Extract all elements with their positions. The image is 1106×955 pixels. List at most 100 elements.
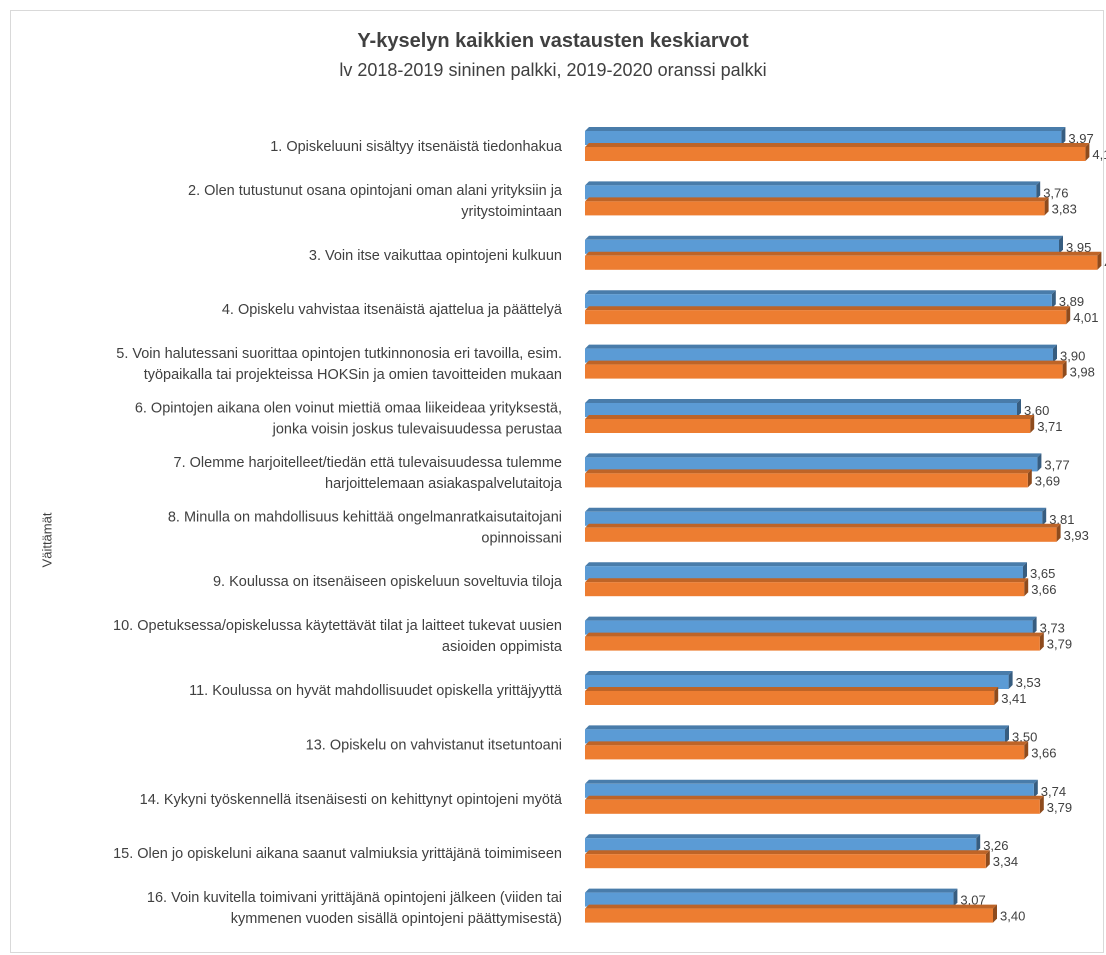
category-label: 14. Kykyni työskennellä itsenäisesti on …: [140, 792, 563, 808]
bar-side-face: [1044, 197, 1049, 216]
category-label: 11. Koulussa on hyvät mahdollisuudet opi…: [189, 683, 563, 699]
bar: [585, 457, 1038, 472]
data-label: 3,66: [1031, 582, 1056, 597]
bar-side-face: [994, 687, 999, 705]
bar-side-face: [1008, 671, 1013, 689]
bar: [585, 473, 1028, 488]
bar-top-face: [585, 888, 958, 893]
category-label: 5. Voin halutessani suorittaa opintojen …: [116, 346, 562, 362]
bar-top-face: [585, 850, 990, 855]
category-label: harjoittelemaan asiakaspalvelutaitoja: [325, 476, 563, 492]
chart-title: Y-kyselyn kaikkien vastausten keskiarvot: [357, 30, 749, 52]
bar-top-face: [585, 290, 1056, 295]
bar-top-face: [585, 523, 1061, 528]
data-label: 3,89: [1059, 294, 1084, 309]
bar-top-face: [585, 562, 1027, 567]
category-label: 13. Opiskelu on vahvistanut itsetuntoani: [306, 737, 562, 753]
bar-top-face: [585, 834, 981, 839]
category-label: opinnoissani: [481, 530, 562, 546]
category-label: 10. Opetuksessa/opiskelussa käytettävät …: [113, 618, 562, 634]
bar-side-face: [1039, 795, 1044, 814]
bar-top-face: [585, 453, 1042, 458]
bar-top-face: [585, 415, 1035, 419]
bar-side-face: [1053, 344, 1057, 363]
bar-side-face: [1056, 523, 1061, 542]
bar-side-face: [1037, 453, 1042, 472]
bar-side-face: [1042, 507, 1047, 526]
bar-top-face: [585, 671, 1013, 675]
category-label: yritystoimintaan: [461, 204, 562, 220]
category-label: 9. Koulussa on itsenäiseen opiskeluun so…: [213, 574, 563, 590]
bar-top-face: [585, 725, 1009, 730]
bar-side-face: [1036, 181, 1041, 200]
bar-side-face: [976, 834, 981, 853]
bar-top-face: [585, 344, 1057, 349]
data-label: 3,53: [1016, 675, 1041, 690]
bar: [585, 255, 1098, 270]
category-label: 7. Olemme harjoitelleet/tiedän että tule…: [174, 455, 562, 471]
bar-top-face: [585, 197, 1049, 202]
data-label: 3,50: [1012, 729, 1037, 744]
bar-side-face: [1059, 235, 1063, 254]
bar: [585, 620, 1033, 635]
bar-top-face: [585, 306, 1071, 311]
bar-top-face: [585, 181, 1041, 186]
data-label: 3,76: [1043, 185, 1068, 200]
category-label: asioiden oppimista: [442, 639, 563, 655]
bar-top-face: [585, 127, 1066, 131]
bar-top-face: [585, 741, 1029, 746]
data-label: 3,97: [1068, 131, 1093, 146]
bar-top-face: [585, 399, 1021, 403]
bar-top-face: [585, 779, 1038, 784]
bar-side-face: [1032, 616, 1037, 635]
data-label: 3,26: [983, 838, 1008, 853]
data-label: 3,60: [1024, 403, 1049, 418]
data-label: 3,90: [1060, 349, 1085, 364]
bar: [585, 403, 1017, 417]
data-label: 3,69: [1035, 473, 1060, 488]
data-label: 4,01: [1073, 310, 1098, 325]
bar-side-face: [1061, 127, 1066, 145]
bar: [585, 729, 1005, 744]
bar-top-face: [585, 632, 1044, 637]
bar-top-face: [585, 904, 997, 909]
category-label: 8. Minulla on mahdollisuus kehittää onge…: [168, 509, 562, 525]
bar: [585, 201, 1045, 216]
bar: [585, 582, 1025, 597]
bar: [585, 511, 1043, 526]
bar-side-face: [1017, 399, 1021, 417]
bar: [585, 294, 1052, 309]
category-label: 3. Voin itse vaikuttaa opintojeni kulkuu…: [309, 248, 562, 264]
bar-side-face: [1027, 469, 1032, 488]
bar: [585, 675, 1009, 689]
category-label: 4. Opiskelu vahvistaa itsenäistä ajattel…: [222, 302, 563, 318]
data-label: 3,34: [993, 854, 1018, 869]
data-label: 3,07: [960, 893, 985, 908]
bar: [585, 854, 986, 869]
data-label: 3,65: [1030, 566, 1055, 581]
bar: [585, 131, 1062, 145]
category-label: 1. Opiskeluuni sisältyy itsenäistä tiedo…: [270, 139, 563, 155]
bar-side-face: [993, 904, 997, 923]
category-label: 15. Olen jo opiskeluni aikana saanut val…: [113, 846, 562, 862]
bar-side-face: [953, 888, 958, 907]
bar-side-face: [1033, 779, 1038, 798]
category-label: 6. Opintojen aikana olen voinut miettiä …: [135, 401, 562, 417]
bar-top-face: [585, 578, 1029, 583]
bar-side-face: [1039, 632, 1044, 651]
bar-side-face: [1030, 415, 1035, 433]
data-label: 3,79: [1047, 800, 1072, 815]
data-label: 4,27: [1104, 256, 1106, 271]
data-label: 3,93: [1064, 528, 1089, 543]
bar-top-face: [585, 507, 1047, 512]
bar-top-face: [585, 616, 1037, 621]
bar: [585, 908, 993, 923]
data-label: 3,77: [1044, 457, 1069, 472]
data-label: 3,79: [1047, 637, 1072, 652]
bar-side-face: [1024, 741, 1029, 760]
bar-top-face: [585, 469, 1032, 474]
bar-top-face: [585, 143, 1090, 147]
bar: [585, 364, 1063, 379]
data-label: 3,83: [1052, 201, 1077, 216]
bar-top-face: [585, 235, 1063, 240]
